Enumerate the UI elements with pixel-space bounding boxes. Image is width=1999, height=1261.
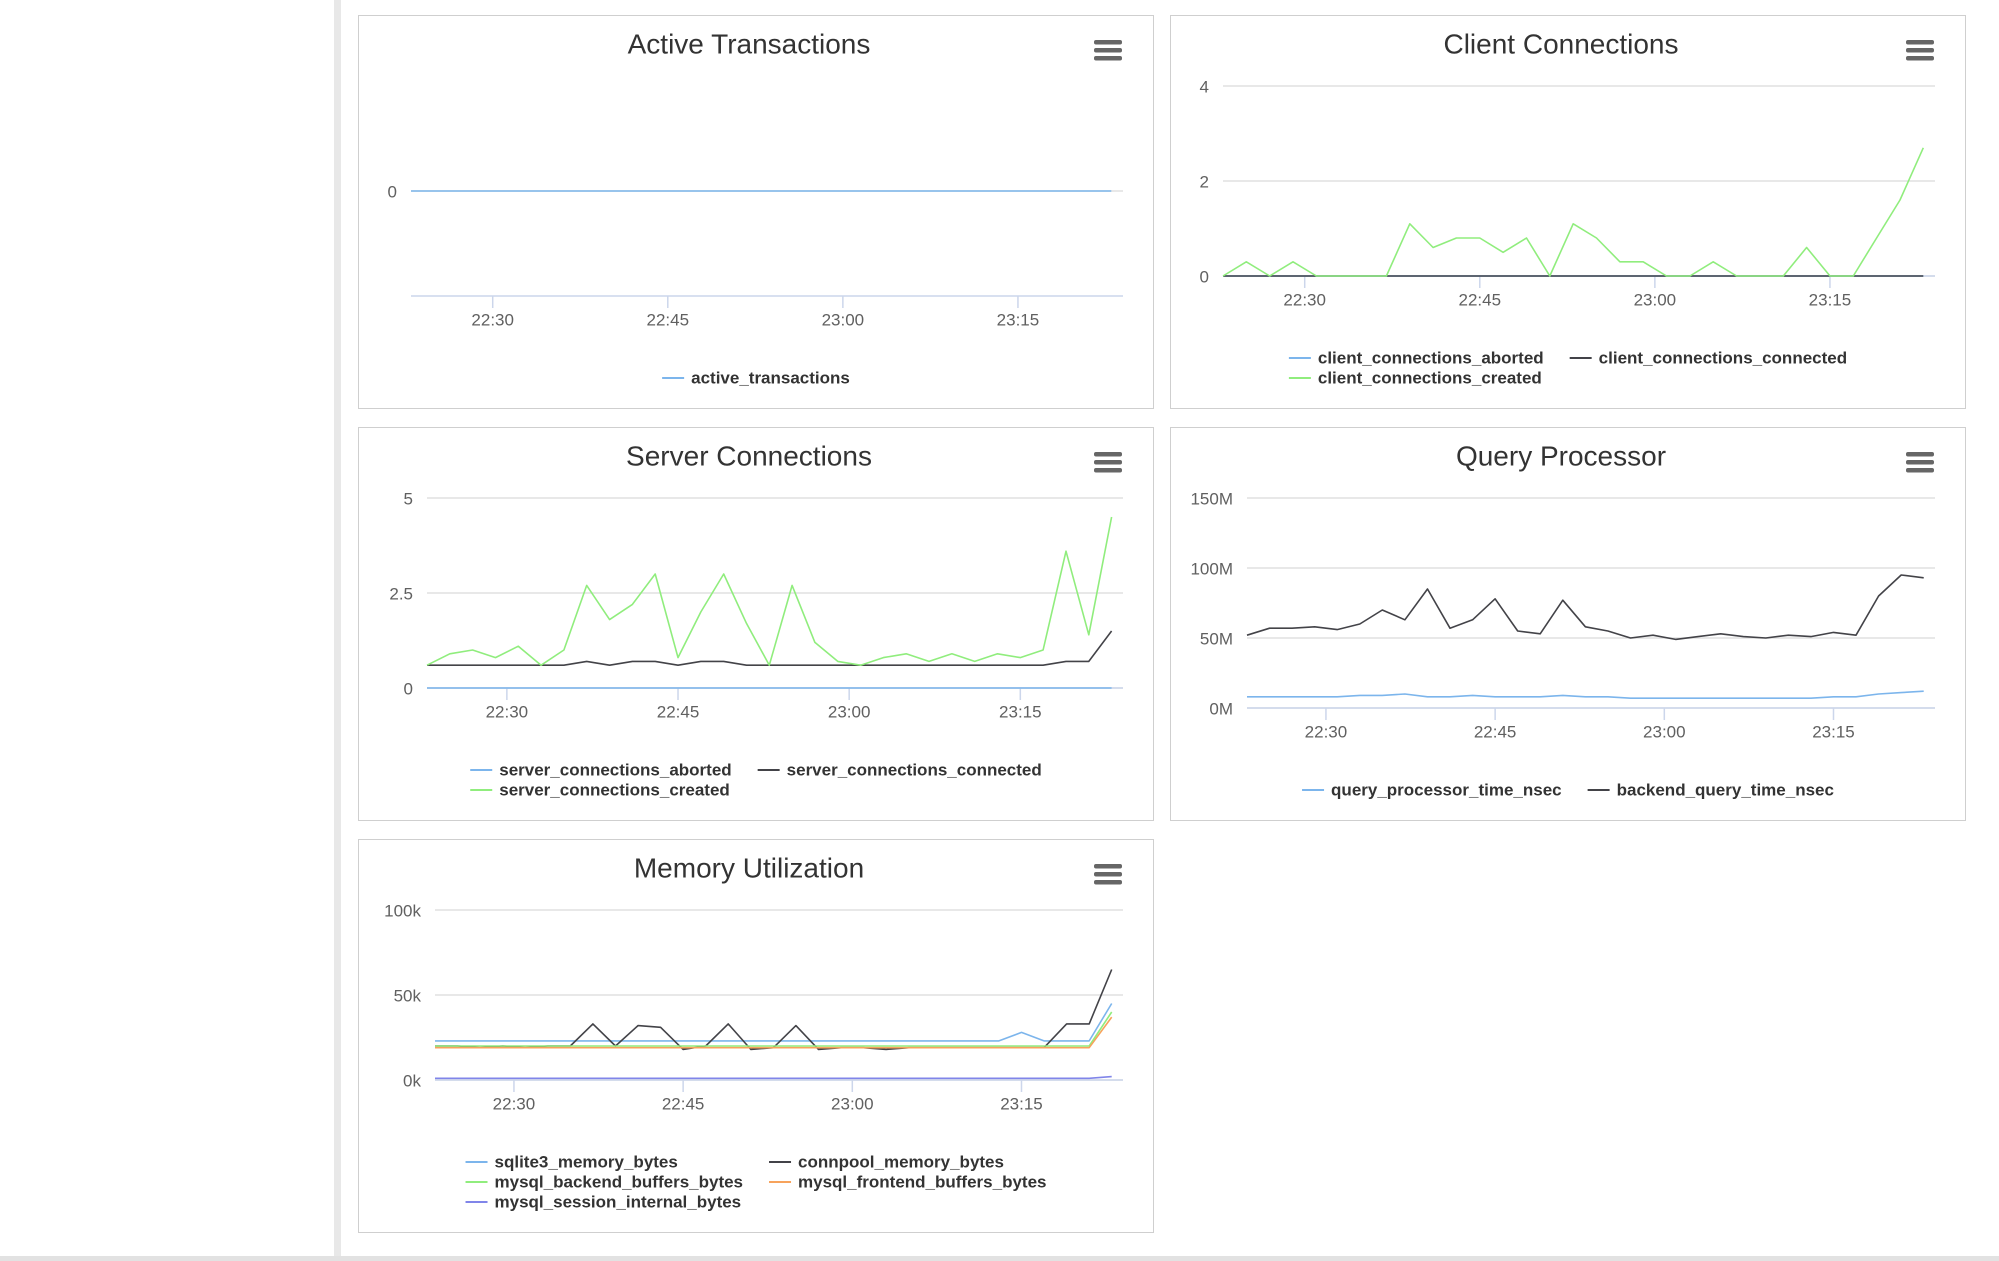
x-tick-label: 23:00 [828,702,871,721]
chart: Memory Utilization sqlite3_memory_bytes c… [384,852,1123,1211]
chart-panel: Memory Utilization sqlite3_memory_bytes c… [358,839,1154,1233]
series-line [1222,147,1925,277]
legend-label: backend_query_time_nsec [1617,780,1834,799]
x-tick-label: 22:30 [471,310,514,329]
legend-label: client_connections_connected [1599,348,1847,367]
legend-label: mysql_backend_buffers_bytes [495,1172,744,1191]
legend-item: backend_query_time_nsec [1587,780,1834,799]
y-tick-label: 100k [384,901,421,920]
x-tick-label: 22:30 [1283,290,1326,309]
legend-label: sqlite3_memory_bytes [495,1152,678,1171]
legend-item: server_connections_aborted [470,760,732,779]
y-tick-label: 50M [1200,629,1233,648]
y-tick-label: 2.5 [389,584,413,603]
legend-label: active_transactions [691,368,850,387]
y-tick-label: 150M [1190,489,1233,508]
x-tick-label: 23:15 [1000,1094,1043,1113]
series-line [427,630,1113,666]
legend-label: server_connections_connected [787,760,1042,779]
y-tick-label: 2 [1200,172,1209,191]
sidebar-edge [334,0,341,1256]
legend-label: connpool_memory_bytes [798,1152,1004,1171]
y-tick-label: 0 [1200,267,1209,286]
legend-item: client_connections_created [1288,368,1542,387]
legend-label: client_connections_aborted [1318,348,1544,367]
y-tick-label: 0M [1209,699,1233,718]
legend-item: active_transactions [662,368,850,387]
y-tick-label: 4 [1200,77,1209,96]
series-line [435,1011,1113,1047]
chart-panel: Query Processor query_processor_time_nse… [1170,427,1966,821]
x-tick-label: 23:00 [1643,722,1686,741]
y-tick-label: 0 [404,679,413,698]
y-tick-label: 0 [388,182,397,201]
legend-item: mysql_session_internal_bytes [465,1192,742,1211]
series-line [435,1075,1112,1080]
series-line [1247,690,1924,699]
chart: Query Processor query_processor_time_nse… [1190,440,1935,799]
chart-title: Active Transactions [628,28,871,59]
x-tick-label: 22:45 [1474,722,1517,741]
legend-label: mysql_frontend_buffers_bytes [798,1172,1046,1191]
series-line [435,1016,1113,1049]
chart-panel: Server Connections server_connections_ab… [358,427,1154,821]
series-line [1246,574,1924,641]
chart-title: Client Connections [1443,28,1678,59]
legend-item: server_connections_connected [757,760,1042,779]
legend-item: sqlite3_memory_bytes [465,1152,678,1171]
x-tick-label: 23:15 [999,702,1042,721]
chart-panel: Client Connections client_connections_ab… [1170,15,1966,409]
x-tick-label: 22:45 [1459,290,1502,309]
x-tick-label: 23:15 [1812,722,1855,741]
x-tick-label: 23:00 [831,1094,874,1113]
legend-item: mysql_backend_buffers_bytes [465,1172,744,1191]
x-tick-label: 22:30 [1305,722,1348,741]
menu-button[interactable] [1094,40,1122,61]
series-line [426,516,1113,666]
x-tick-label: 22:30 [493,1094,536,1113]
legend-item: connpool_memory_bytes [769,1152,1004,1171]
legend-item: mysql_frontend_buffers_bytes [769,1172,1046,1191]
legend-label: client_connections_created [1318,368,1542,387]
menu-button[interactable] [1094,452,1122,473]
chart: Server Connections server_connections_ab… [389,440,1123,799]
x-tick-label: 23:15 [1809,290,1852,309]
chart: Active Transactions active_transactions 0… [388,28,1123,387]
x-tick-label: 22:45 [657,702,700,721]
legend-label: query_processor_time_nsec [1331,780,1562,799]
menu-button[interactable] [1906,40,1934,61]
chart-title: Query Processor [1456,440,1666,471]
legend-label: server_connections_aborted [499,760,731,779]
legend-item: client_connections_aborted [1288,348,1544,367]
x-tick-label: 22:45 [647,310,690,329]
bottom-strip [0,1256,1999,1261]
legend-item: query_processor_time_nsec [1302,780,1562,799]
y-tick-label: 50k [394,986,422,1005]
chart-title: Memory Utilization [634,852,864,883]
x-tick-label: 23:00 [822,310,865,329]
chart: Client Connections client_connections_ab… [1200,28,1935,387]
menu-button[interactable] [1094,864,1122,885]
y-tick-label: 5 [404,489,413,508]
legend-item: client_connections_connected [1569,348,1847,367]
y-tick-label: 100M [1190,559,1233,578]
legend-label: server_connections_created [499,780,730,799]
chart-panel: Active Transactions active_transactions 0… [358,15,1154,409]
y-tick-label: 0k [403,1071,421,1090]
legend-label: mysql_session_internal_bytes [495,1192,742,1211]
series-line [435,1003,1113,1042]
x-tick-label: 22:30 [486,702,529,721]
x-tick-label: 22:45 [662,1094,705,1113]
chart-title: Server Connections [626,440,872,471]
x-tick-label: 23:00 [1634,290,1677,309]
menu-button[interactable] [1906,452,1934,473]
x-tick-label: 23:15 [997,310,1040,329]
legend-item: server_connections_created [470,780,730,799]
